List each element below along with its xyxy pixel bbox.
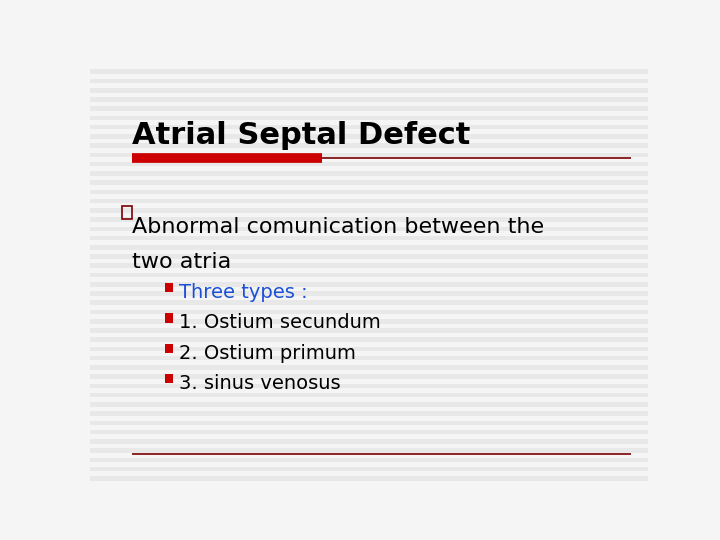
Bar xyxy=(90,116,648,120)
Bar xyxy=(90,338,648,342)
Bar xyxy=(90,208,648,213)
Bar xyxy=(90,254,648,259)
Bar xyxy=(166,374,173,383)
Bar xyxy=(90,421,648,425)
Bar xyxy=(90,264,648,268)
Bar xyxy=(166,283,173,292)
Bar xyxy=(90,374,648,379)
Bar xyxy=(122,206,132,219)
Text: 3. sinus venosus: 3. sinus venosus xyxy=(179,374,341,393)
Bar xyxy=(90,236,648,240)
Bar xyxy=(90,476,648,481)
Bar xyxy=(90,328,648,333)
Bar xyxy=(90,430,648,434)
Bar xyxy=(90,245,648,249)
Bar xyxy=(90,162,648,166)
Bar xyxy=(90,319,648,323)
Bar xyxy=(90,97,648,102)
Bar xyxy=(90,347,648,351)
Bar xyxy=(90,106,648,111)
Bar xyxy=(90,309,648,314)
Bar xyxy=(90,448,648,453)
Bar xyxy=(90,217,648,222)
Bar xyxy=(90,411,648,416)
Bar xyxy=(90,171,648,176)
Bar xyxy=(90,70,648,74)
Bar xyxy=(90,143,648,148)
Text: Atrial Septal Defect: Atrial Septal Defect xyxy=(132,121,470,150)
Text: two atria: two atria xyxy=(132,252,231,272)
Bar xyxy=(90,273,648,278)
Bar xyxy=(90,365,648,370)
Bar xyxy=(90,402,648,407)
Bar xyxy=(90,153,648,157)
Bar xyxy=(90,300,648,305)
Bar xyxy=(90,180,648,185)
Bar xyxy=(90,282,648,287)
Bar xyxy=(90,439,648,444)
Bar xyxy=(90,79,648,83)
Bar xyxy=(90,457,648,462)
Bar xyxy=(166,344,173,353)
Bar xyxy=(90,190,648,194)
Bar xyxy=(90,134,648,139)
Bar xyxy=(90,356,648,361)
Bar xyxy=(166,313,173,322)
Bar xyxy=(90,467,648,471)
Bar xyxy=(90,125,648,130)
Text: Three types :: Three types : xyxy=(179,283,308,302)
Bar xyxy=(90,383,648,388)
Bar xyxy=(90,199,648,204)
Text: Abnormal comunication between the: Abnormal comunication between the xyxy=(132,217,544,237)
Text: 1. Ostium secundum: 1. Ostium secundum xyxy=(179,313,381,333)
Bar xyxy=(90,88,648,92)
Bar xyxy=(90,226,648,231)
Text: 2. Ostium primum: 2. Ostium primum xyxy=(179,344,356,363)
Bar xyxy=(90,291,648,296)
Bar xyxy=(90,393,648,397)
